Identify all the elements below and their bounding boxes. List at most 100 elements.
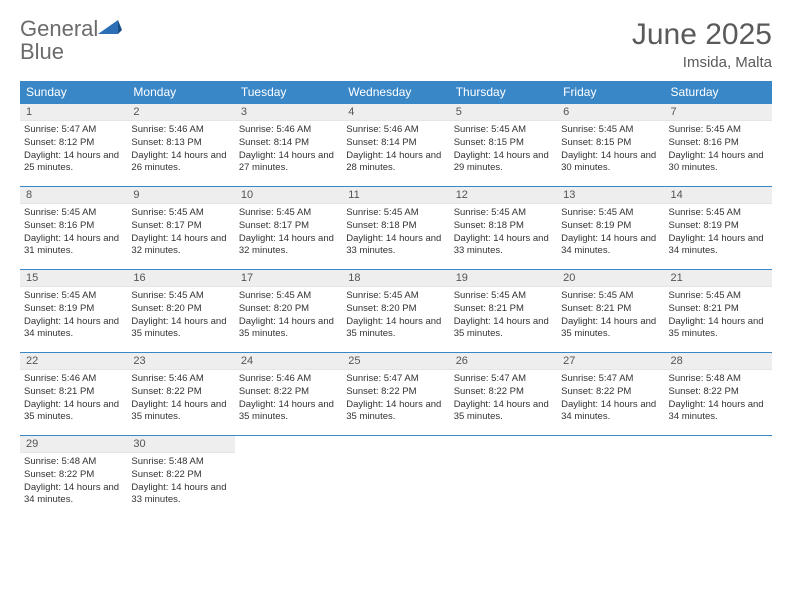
calendar-cell: 22Sunrise: 5:46 AMSunset: 8:21 PMDayligh… bbox=[20, 353, 127, 435]
calendar-cell: 23Sunrise: 5:46 AMSunset: 8:22 PMDayligh… bbox=[127, 353, 234, 435]
calendar-cell: 24Sunrise: 5:46 AMSunset: 8:22 PMDayligh… bbox=[235, 353, 342, 435]
day-number: 22 bbox=[20, 353, 127, 370]
week-row: 22Sunrise: 5:46 AMSunset: 8:21 PMDayligh… bbox=[20, 352, 772, 435]
calendar-cell: 10Sunrise: 5:45 AMSunset: 8:17 PMDayligh… bbox=[235, 187, 342, 269]
calendar-cell: 16Sunrise: 5:45 AMSunset: 8:20 PMDayligh… bbox=[127, 270, 234, 352]
calendar-cell bbox=[450, 436, 557, 518]
calendar-cell: 13Sunrise: 5:45 AMSunset: 8:19 PMDayligh… bbox=[557, 187, 664, 269]
logo-accent: Blue bbox=[20, 39, 64, 64]
day-number: 24 bbox=[235, 353, 342, 370]
calendar-cell bbox=[665, 436, 772, 518]
calendar-cell: 12Sunrise: 5:45 AMSunset: 8:18 PMDayligh… bbox=[450, 187, 557, 269]
day-number: 21 bbox=[665, 270, 772, 287]
day-info: Sunrise: 5:48 AMSunset: 8:22 PMDaylight:… bbox=[127, 453, 234, 512]
calendar-cell: 28Sunrise: 5:48 AMSunset: 8:22 PMDayligh… bbox=[665, 353, 772, 435]
day-info: Sunrise: 5:47 AMSunset: 8:22 PMDaylight:… bbox=[342, 370, 449, 429]
calendar-cell: 11Sunrise: 5:45 AMSunset: 8:18 PMDayligh… bbox=[342, 187, 449, 269]
day-number: 10 bbox=[235, 187, 342, 204]
calendar-cell: 25Sunrise: 5:47 AMSunset: 8:22 PMDayligh… bbox=[342, 353, 449, 435]
calendar-cell: 1Sunrise: 5:47 AMSunset: 8:12 PMDaylight… bbox=[20, 104, 127, 186]
day-info: Sunrise: 5:45 AMSunset: 8:21 PMDaylight:… bbox=[557, 287, 664, 346]
day-number: 12 bbox=[450, 187, 557, 204]
day-number: 13 bbox=[557, 187, 664, 204]
calendar-cell bbox=[557, 436, 664, 518]
logo: General Blue bbox=[20, 18, 122, 64]
day-info: Sunrise: 5:45 AMSunset: 8:17 PMDaylight:… bbox=[127, 204, 234, 263]
calendar-cell: 5Sunrise: 5:45 AMSunset: 8:15 PMDaylight… bbox=[450, 104, 557, 186]
calendar: SundayMondayTuesdayWednesdayThursdayFrid… bbox=[20, 81, 772, 518]
day-header: Thursday bbox=[450, 81, 557, 103]
day-header: Sunday bbox=[20, 81, 127, 103]
week-row: 8Sunrise: 5:45 AMSunset: 8:16 PMDaylight… bbox=[20, 186, 772, 269]
day-info: Sunrise: 5:48 AMSunset: 8:22 PMDaylight:… bbox=[665, 370, 772, 429]
day-info: Sunrise: 5:45 AMSunset: 8:18 PMDaylight:… bbox=[450, 204, 557, 263]
day-number: 11 bbox=[342, 187, 449, 204]
day-number: 26 bbox=[450, 353, 557, 370]
day-info: Sunrise: 5:47 AMSunset: 8:22 PMDaylight:… bbox=[450, 370, 557, 429]
logo-triangle-icon bbox=[98, 18, 122, 36]
calendar-cell: 3Sunrise: 5:46 AMSunset: 8:14 PMDaylight… bbox=[235, 104, 342, 186]
day-number: 3 bbox=[235, 104, 342, 121]
week-row: 1Sunrise: 5:47 AMSunset: 8:12 PMDaylight… bbox=[20, 103, 772, 186]
day-header: Tuesday bbox=[235, 81, 342, 103]
calendar-cell: 15Sunrise: 5:45 AMSunset: 8:19 PMDayligh… bbox=[20, 270, 127, 352]
logo-text: General Blue bbox=[20, 18, 122, 64]
day-info: Sunrise: 5:45 AMSunset: 8:16 PMDaylight:… bbox=[665, 121, 772, 180]
calendar-cell: 6Sunrise: 5:45 AMSunset: 8:15 PMDaylight… bbox=[557, 104, 664, 186]
day-header-row: SundayMondayTuesdayWednesdayThursdayFrid… bbox=[20, 81, 772, 103]
day-info: Sunrise: 5:45 AMSunset: 8:20 PMDaylight:… bbox=[342, 287, 449, 346]
location: Imsida, Malta bbox=[632, 54, 772, 71]
day-info: Sunrise: 5:45 AMSunset: 8:20 PMDaylight:… bbox=[235, 287, 342, 346]
logo-main: General bbox=[20, 16, 98, 41]
day-number: 9 bbox=[127, 187, 234, 204]
week-row: 15Sunrise: 5:45 AMSunset: 8:19 PMDayligh… bbox=[20, 269, 772, 352]
day-number: 25 bbox=[342, 353, 449, 370]
day-info: Sunrise: 5:45 AMSunset: 8:19 PMDaylight:… bbox=[665, 204, 772, 263]
day-number: 30 bbox=[127, 436, 234, 453]
day-number: 15 bbox=[20, 270, 127, 287]
calendar-cell: 9Sunrise: 5:45 AMSunset: 8:17 PMDaylight… bbox=[127, 187, 234, 269]
day-number: 8 bbox=[20, 187, 127, 204]
day-number: 7 bbox=[665, 104, 772, 121]
day-info: Sunrise: 5:46 AMSunset: 8:14 PMDaylight:… bbox=[235, 121, 342, 180]
day-info: Sunrise: 5:45 AMSunset: 8:17 PMDaylight:… bbox=[235, 204, 342, 263]
calendar-cell: 18Sunrise: 5:45 AMSunset: 8:20 PMDayligh… bbox=[342, 270, 449, 352]
day-number: 4 bbox=[342, 104, 449, 121]
day-info: Sunrise: 5:45 AMSunset: 8:21 PMDaylight:… bbox=[450, 287, 557, 346]
day-number: 16 bbox=[127, 270, 234, 287]
day-info: Sunrise: 5:45 AMSunset: 8:15 PMDaylight:… bbox=[557, 121, 664, 180]
calendar-cell: 4Sunrise: 5:46 AMSunset: 8:14 PMDaylight… bbox=[342, 104, 449, 186]
calendar-cell: 20Sunrise: 5:45 AMSunset: 8:21 PMDayligh… bbox=[557, 270, 664, 352]
header: General Blue June 2025 Imsida, Malta bbox=[20, 18, 772, 71]
day-header: Friday bbox=[557, 81, 664, 103]
calendar-cell: 19Sunrise: 5:45 AMSunset: 8:21 PMDayligh… bbox=[450, 270, 557, 352]
day-info: Sunrise: 5:45 AMSunset: 8:20 PMDaylight:… bbox=[127, 287, 234, 346]
day-number: 29 bbox=[20, 436, 127, 453]
day-info: Sunrise: 5:48 AMSunset: 8:22 PMDaylight:… bbox=[20, 453, 127, 512]
day-number: 2 bbox=[127, 104, 234, 121]
day-info: Sunrise: 5:47 AMSunset: 8:22 PMDaylight:… bbox=[557, 370, 664, 429]
week-row: 29Sunrise: 5:48 AMSunset: 8:22 PMDayligh… bbox=[20, 435, 772, 518]
day-info: Sunrise: 5:45 AMSunset: 8:19 PMDaylight:… bbox=[557, 204, 664, 263]
day-info: Sunrise: 5:45 AMSunset: 8:19 PMDaylight:… bbox=[20, 287, 127, 346]
day-number: 1 bbox=[20, 104, 127, 121]
calendar-cell: 2Sunrise: 5:46 AMSunset: 8:13 PMDaylight… bbox=[127, 104, 234, 186]
day-header: Monday bbox=[127, 81, 234, 103]
day-number: 14 bbox=[665, 187, 772, 204]
day-info: Sunrise: 5:45 AMSunset: 8:18 PMDaylight:… bbox=[342, 204, 449, 263]
calendar-cell: 7Sunrise: 5:45 AMSunset: 8:16 PMDaylight… bbox=[665, 104, 772, 186]
day-number: 19 bbox=[450, 270, 557, 287]
day-number: 27 bbox=[557, 353, 664, 370]
day-header: Saturday bbox=[665, 81, 772, 103]
calendar-cell bbox=[235, 436, 342, 518]
day-number: 6 bbox=[557, 104, 664, 121]
day-info: Sunrise: 5:46 AMSunset: 8:14 PMDaylight:… bbox=[342, 121, 449, 180]
calendar-cell: 27Sunrise: 5:47 AMSunset: 8:22 PMDayligh… bbox=[557, 353, 664, 435]
day-info: Sunrise: 5:46 AMSunset: 8:22 PMDaylight:… bbox=[127, 370, 234, 429]
calendar-cell: 14Sunrise: 5:45 AMSunset: 8:19 PMDayligh… bbox=[665, 187, 772, 269]
day-number: 18 bbox=[342, 270, 449, 287]
day-number: 23 bbox=[127, 353, 234, 370]
calendar-cell bbox=[342, 436, 449, 518]
page-title: June 2025 bbox=[632, 18, 772, 52]
calendar-cell: 26Sunrise: 5:47 AMSunset: 8:22 PMDayligh… bbox=[450, 353, 557, 435]
